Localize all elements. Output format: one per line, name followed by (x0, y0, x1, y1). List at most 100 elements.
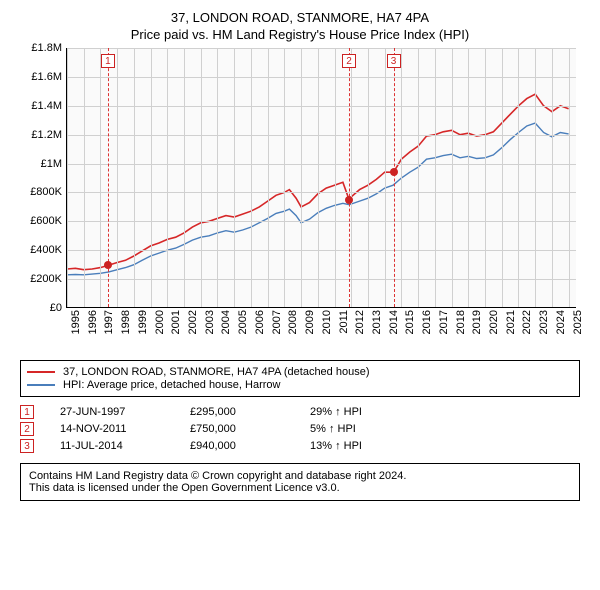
y-axis-label: £1.8M (22, 42, 62, 54)
x-axis-label: 2017 (438, 310, 450, 334)
gridline-v (552, 48, 553, 307)
event-marker-box: 1 (101, 54, 115, 68)
gridline-h (67, 135, 576, 136)
x-axis-label: 2025 (572, 310, 584, 334)
gridline-v (167, 48, 168, 307)
gridline-h (67, 250, 576, 251)
y-axis-label: £1.4M (22, 100, 62, 112)
y-axis-label: £1M (22, 158, 62, 170)
gridline-h (67, 192, 576, 193)
x-axis-label: 2012 (354, 310, 366, 334)
gridline-v (100, 48, 101, 307)
plot-area: 1 2 3 (66, 48, 576, 308)
event-price: £750,000 (190, 423, 310, 435)
x-axis-label: 1996 (87, 310, 99, 334)
legend-row: 37, LONDON ROAD, STANMORE, HA7 4PA (deta… (27, 366, 573, 378)
page-subtitle: Price paid vs. HM Land Registry's House … (12, 27, 588, 42)
event-marker-box: 2 (342, 54, 356, 68)
gridline-v (485, 48, 486, 307)
y-axis-label: £800K (22, 186, 62, 198)
event-hpi: 5% ↑ HPI (310, 423, 430, 435)
x-axis-label: 2001 (170, 310, 182, 334)
event-dot (345, 196, 353, 204)
legend: 37, LONDON ROAD, STANMORE, HA7 4PA (deta… (20, 360, 580, 397)
y-axis-label: £1.6M (22, 71, 62, 83)
x-axis-label: 2013 (371, 310, 383, 334)
x-axis-label: 2007 (271, 310, 283, 334)
legend-swatch (27, 384, 55, 386)
x-axis-label: 2000 (154, 310, 166, 334)
x-axis-label: 2010 (321, 310, 333, 334)
event-date: 27-JUN-1997 (60, 406, 190, 418)
footer-line2: This data is licensed under the Open Gov… (29, 482, 571, 494)
event-line (394, 48, 395, 307)
gridline-v (435, 48, 436, 307)
gridline-h (67, 279, 576, 280)
gridline-v (134, 48, 135, 307)
gridline-v (385, 48, 386, 307)
gridline-v (117, 48, 118, 307)
event-dot (390, 168, 398, 176)
y-axis-label: £600K (22, 215, 62, 227)
gridline-v (569, 48, 570, 307)
gridline-v (518, 48, 519, 307)
gridline-v (217, 48, 218, 307)
gridline-h (67, 77, 576, 78)
legend-swatch (27, 371, 55, 373)
gridline-v (284, 48, 285, 307)
gridline-v (418, 48, 419, 307)
chart: 123 £0£200K£400K£600K£800K£1M£1.2M£1.4M£… (20, 48, 580, 358)
gridline-h (67, 48, 576, 49)
x-axis-label: 1998 (120, 310, 132, 334)
event-hpi: 29% ↑ HPI (310, 406, 430, 418)
legend-label: 37, LONDON ROAD, STANMORE, HA7 4PA (deta… (63, 366, 370, 378)
event-badge: 1 (20, 405, 34, 419)
line-layer (67, 48, 577, 308)
events-table: 1 27-JUN-1997£295,00029% ↑ HPI 214-NOV-201… (20, 405, 580, 453)
gridline-v (201, 48, 202, 307)
gridline-v (67, 48, 68, 307)
event-marker-box: 3 (387, 54, 401, 68)
x-axis-label: 2015 (404, 310, 416, 334)
gridline-h (67, 221, 576, 222)
event-badge: 3 (20, 439, 34, 453)
x-axis-label: 2022 (521, 310, 533, 334)
x-axis-label: 2008 (287, 310, 299, 334)
gridline-v (452, 48, 453, 307)
event-row: 214-NOV-2011£750,0005% ↑ HPI (20, 422, 580, 436)
x-axis-label: 2009 (304, 310, 316, 334)
x-axis-label: 2020 (488, 310, 500, 334)
x-axis-label: 2019 (471, 310, 483, 334)
event-price: £295,000 (190, 406, 310, 418)
gridline-v (502, 48, 503, 307)
event-date: 11-JUL-2014 (60, 440, 190, 452)
x-axis-label: 1997 (103, 310, 115, 334)
footer-line1: Contains HM Land Registry data © Crown c… (29, 470, 571, 482)
event-hpi: 13% ↑ HPI (310, 440, 430, 452)
gridline-v (151, 48, 152, 307)
x-axis-label: 1999 (137, 310, 149, 334)
gridline-v (535, 48, 536, 307)
y-axis-label: £0 (22, 302, 62, 314)
gridline-v (268, 48, 269, 307)
x-axis-label: 2011 (338, 310, 350, 334)
gridline-v (401, 48, 402, 307)
x-axis-label: 2003 (204, 310, 216, 334)
gridline-v (234, 48, 235, 307)
x-axis-label: 2016 (421, 310, 433, 334)
gridline-v (251, 48, 252, 307)
x-axis-label: 2024 (555, 310, 567, 334)
gridline-v (301, 48, 302, 307)
y-axis-label: £400K (22, 244, 62, 256)
page-title: 37, LONDON ROAD, STANMORE, HA7 4PA (12, 10, 588, 25)
x-axis-label: 1995 (70, 310, 82, 334)
gridline-v (84, 48, 85, 307)
event-row: 1 27-JUN-1997£295,00029% ↑ HPI (20, 405, 580, 419)
gridline-v (468, 48, 469, 307)
x-axis-label: 2023 (538, 310, 550, 334)
y-axis-label: £200K (22, 273, 62, 285)
x-axis-label: 2021 (505, 310, 517, 334)
x-axis-label: 2004 (220, 310, 232, 334)
footer-note: Contains HM Land Registry data © Crown c… (20, 463, 580, 501)
legend-label: HPI: Average price, detached house, Harr… (63, 379, 280, 391)
